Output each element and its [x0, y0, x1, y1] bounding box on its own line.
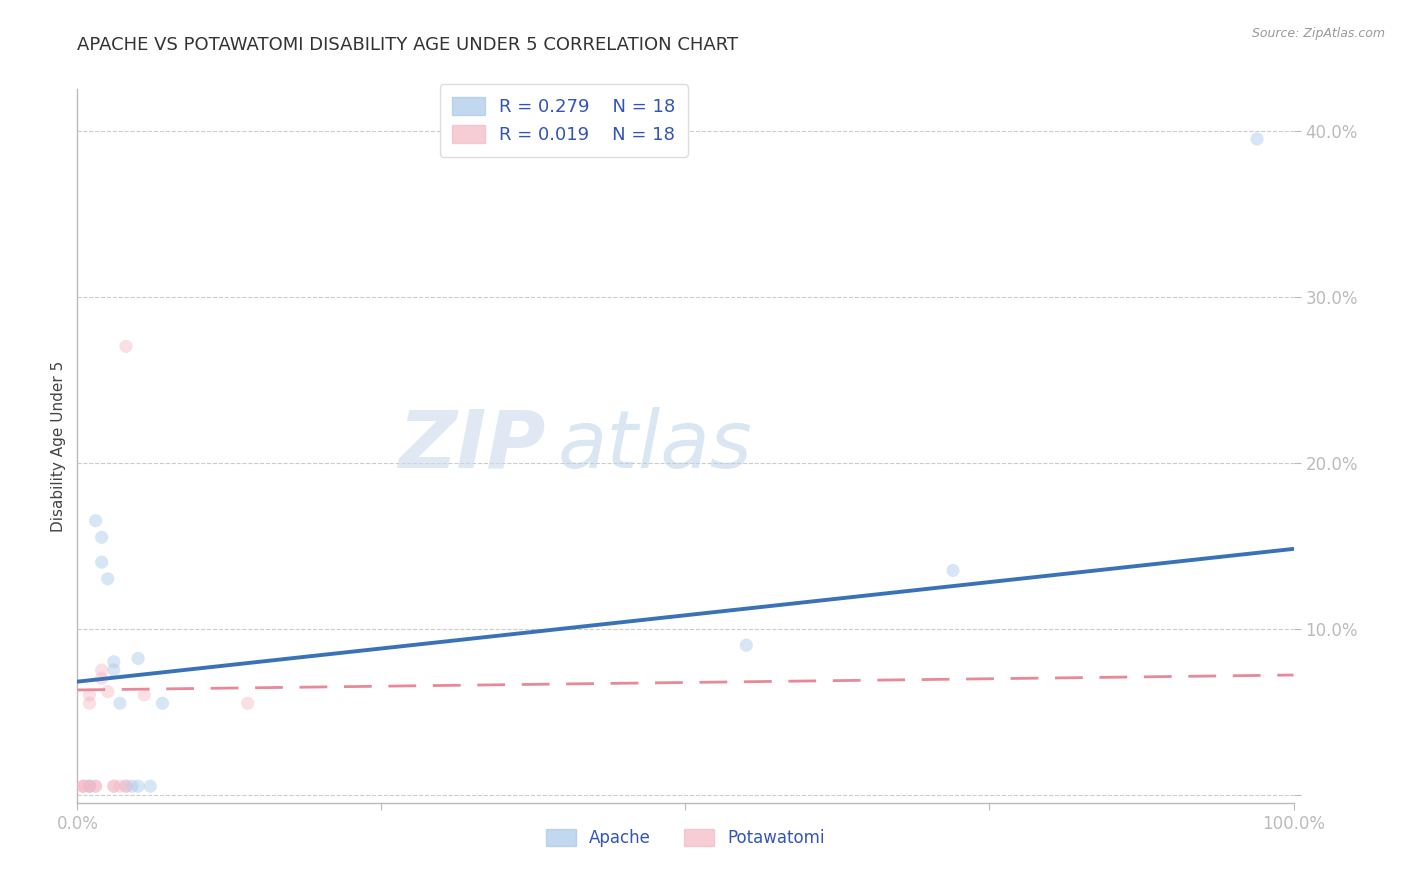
Point [90, 530, 112, 544]
Point [103, 663, 125, 677]
Point [103, 779, 125, 793]
Text: ZIP: ZIP [398, 407, 546, 485]
Point [72, 779, 94, 793]
Point [84, 779, 107, 793]
Point [72, 779, 94, 793]
Point [236, 696, 259, 710]
Point [90, 555, 112, 569]
Point [115, 779, 138, 793]
Legend: Apache, Potawatomi: Apache, Potawatomi [534, 817, 837, 859]
Point [115, 339, 138, 353]
Point [97, 684, 120, 698]
Y-axis label: Disability Age Under 5: Disability Age Under 5 [51, 360, 66, 532]
Point [942, 564, 965, 578]
Point [108, 779, 131, 793]
Text: APACHE VS POTAWATOMI DISABILITY AGE UNDER 5 CORRELATION CHART: APACHE VS POTAWATOMI DISABILITY AGE UNDE… [77, 36, 738, 54]
Point [97, 572, 120, 586]
Point [108, 696, 131, 710]
Point [79, 779, 101, 793]
Point [79, 779, 101, 793]
Point [79, 688, 101, 702]
Point [127, 651, 149, 665]
Point [84, 779, 107, 793]
Point [134, 688, 156, 702]
Point [1246, 132, 1268, 146]
Point [84, 514, 107, 528]
Text: atlas: atlas [558, 407, 752, 485]
Point [115, 779, 138, 793]
Point [103, 779, 125, 793]
Point [72, 779, 94, 793]
Point [90, 671, 112, 685]
Point [90, 663, 112, 677]
Point [139, 779, 162, 793]
Point [152, 696, 174, 710]
Point [127, 779, 149, 793]
Point [121, 779, 143, 793]
Point [79, 779, 101, 793]
Point [103, 655, 125, 669]
Point [735, 638, 758, 652]
Point [79, 696, 101, 710]
Text: Source: ZipAtlas.com: Source: ZipAtlas.com [1251, 27, 1385, 40]
